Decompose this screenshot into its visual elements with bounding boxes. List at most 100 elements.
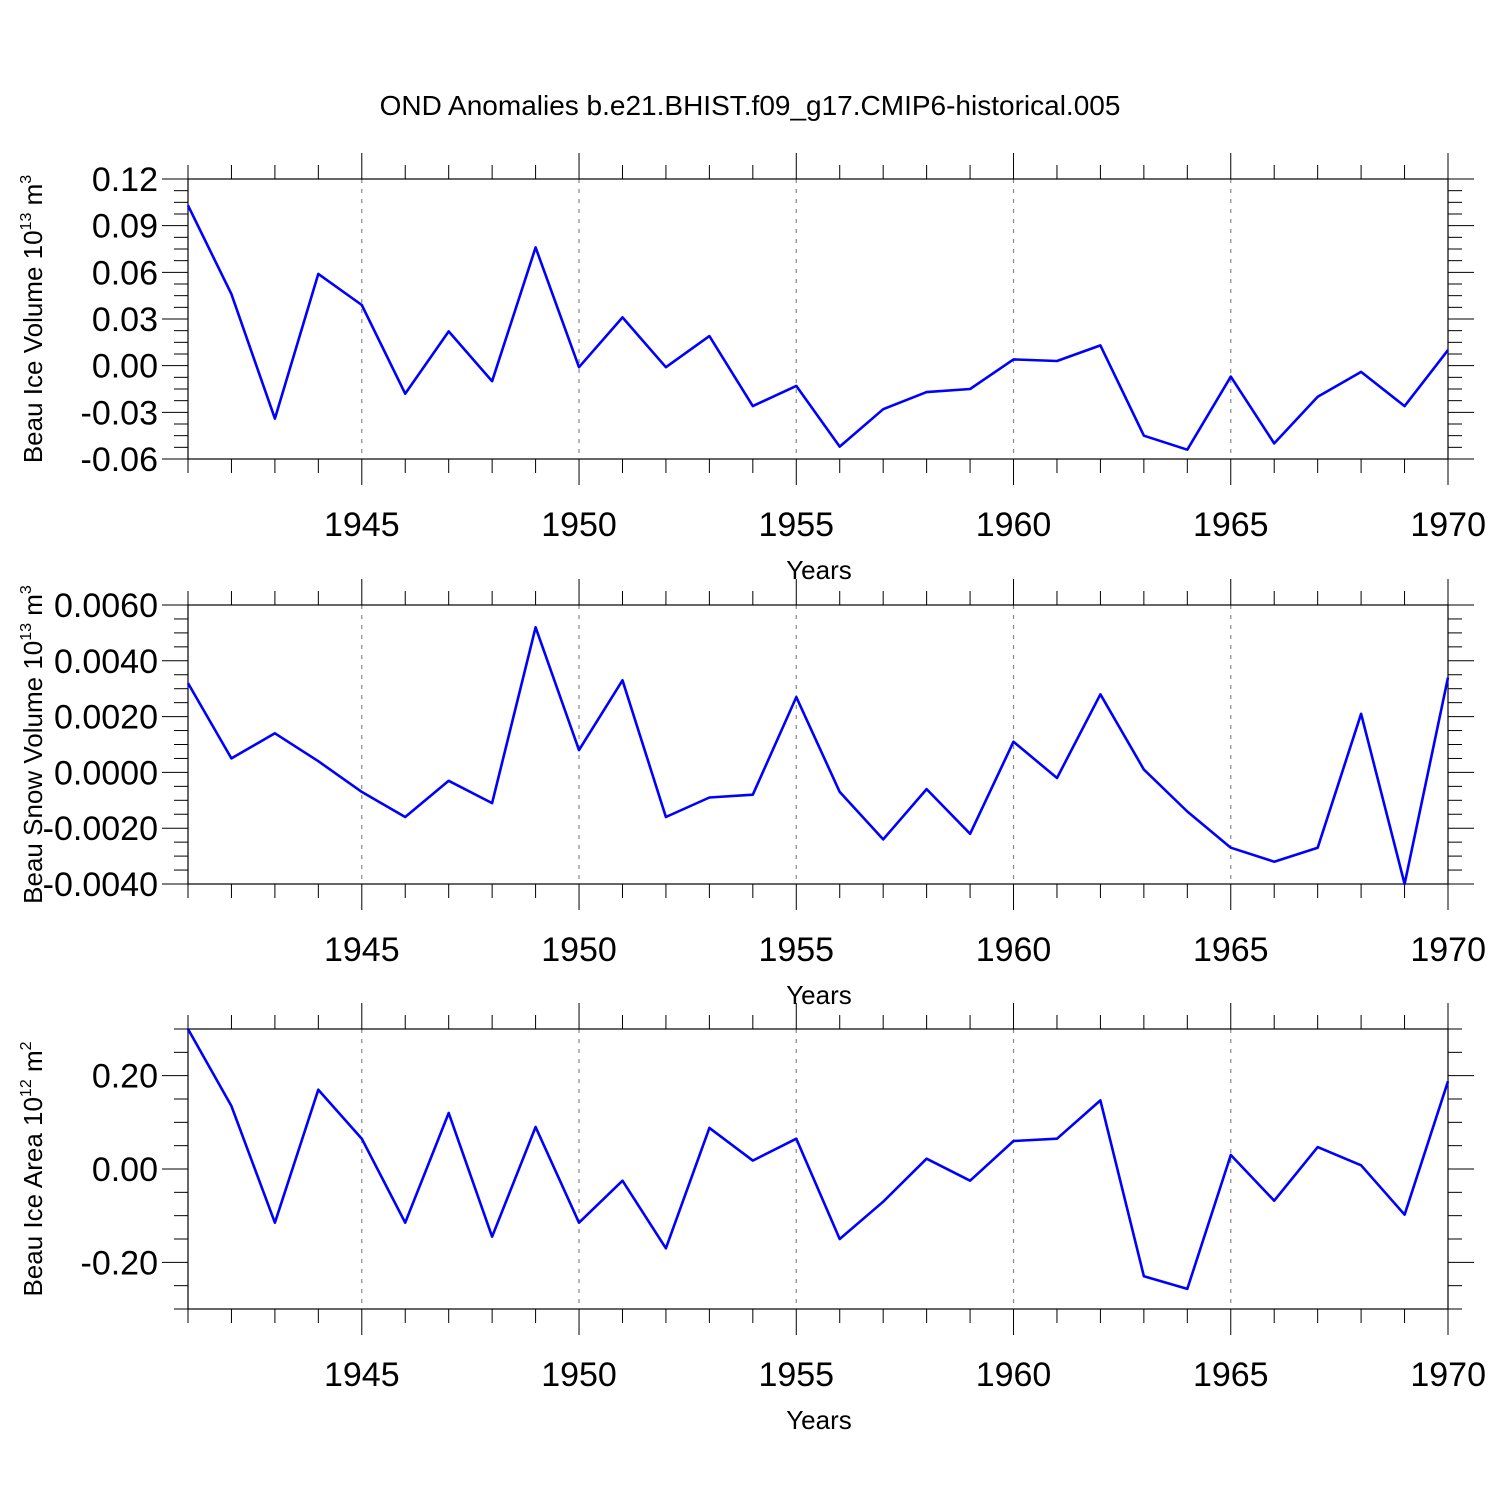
data-point	[620, 315, 624, 319]
data-point	[1185, 1287, 1189, 1291]
x-tick-label: 1970	[1410, 1356, 1486, 1394]
data-point	[1272, 1199, 1276, 1203]
data-point	[838, 1237, 842, 1241]
x-tick-label: 1955	[758, 506, 834, 544]
data-point	[1012, 1139, 1016, 1143]
data-point	[534, 1125, 538, 1129]
data-point	[1316, 846, 1320, 850]
data-point	[1446, 348, 1450, 352]
data-point	[229, 756, 233, 760]
x-tick-label: 1950	[541, 1356, 617, 1394]
y-tick-label: 0.0040	[54, 643, 158, 681]
data-point	[664, 365, 668, 369]
data-point	[1359, 370, 1363, 374]
data-point	[1098, 343, 1102, 347]
data-point	[968, 387, 972, 391]
data-point	[1446, 1079, 1450, 1083]
data-point	[316, 1088, 320, 1092]
data-point	[1359, 1163, 1363, 1167]
series-line-ice-volume	[186, 204, 1450, 452]
data-point	[968, 1179, 972, 1183]
data-point	[534, 245, 538, 249]
data-point	[316, 759, 320, 763]
data-point	[751, 404, 755, 408]
x-tick-label: 1945	[324, 506, 400, 544]
data-point	[1272, 441, 1276, 445]
y-axis-label: Beau Ice Volume 1013 m3	[18, 175, 48, 463]
y-tick-label: 0.06	[92, 254, 158, 292]
data-point	[794, 1137, 798, 1141]
data-point	[794, 384, 798, 388]
data-point	[1446, 676, 1450, 680]
y-tick-label: -0.20	[81, 1244, 159, 1282]
data-point	[925, 1157, 929, 1161]
data-point	[1316, 395, 1320, 399]
x-tick-label: 1950	[541, 506, 617, 544]
data-point	[664, 1246, 668, 1250]
data-point	[229, 292, 233, 296]
x-tick-label: 1970	[1410, 931, 1486, 969]
data-point	[751, 793, 755, 797]
data-point	[1272, 860, 1276, 864]
data-point	[838, 790, 842, 794]
y-tick-label: 0.0060	[54, 587, 158, 625]
data-point	[186, 681, 190, 685]
data-point	[1012, 740, 1016, 744]
data-point	[490, 801, 494, 805]
data-point	[1142, 1274, 1146, 1278]
data-point	[577, 748, 581, 752]
data-point	[1142, 768, 1146, 772]
data-point	[577, 1221, 581, 1225]
y-tick-label: 0.0000	[54, 754, 158, 792]
data-point	[620, 1179, 624, 1183]
data-point	[1316, 1145, 1320, 1149]
data-point	[1055, 776, 1059, 780]
data-point	[968, 832, 972, 836]
data-point	[1098, 1098, 1102, 1102]
data-point	[273, 1221, 277, 1225]
y-tick-label: 0.12	[92, 161, 158, 199]
x-tick-label: 1970	[1410, 506, 1486, 544]
data-point	[838, 445, 842, 449]
data-point	[1142, 434, 1146, 438]
data-point	[577, 365, 581, 369]
data-point	[881, 1200, 885, 1204]
x-tick-label: 1950	[541, 931, 617, 969]
data-point	[447, 1111, 451, 1115]
x-tick-label: 1955	[758, 1356, 834, 1394]
data-point	[447, 779, 451, 783]
data-point	[925, 390, 929, 394]
x-tick-label: 1960	[976, 506, 1052, 544]
y-axis-label: Beau Snow Volume 1013 m3	[18, 585, 48, 904]
series-line-ice-area	[186, 1028, 1450, 1291]
data-point	[751, 1159, 755, 1163]
data-point	[403, 1221, 407, 1225]
x-tick-label: 1945	[324, 931, 400, 969]
data-point	[1229, 375, 1233, 379]
x-tick-label: 1945	[324, 1356, 400, 1394]
data-point	[1403, 882, 1407, 886]
chart-panel-ice-area: 0.20 0.00 -0.20 1945 1950 1955 1960 1965 1970 Yea…	[18, 1003, 1486, 1435]
data-point	[881, 407, 885, 411]
data-point	[664, 815, 668, 819]
data-point	[707, 334, 711, 338]
data-point	[360, 1137, 364, 1141]
data-point	[534, 625, 538, 629]
data-point	[1229, 1153, 1233, 1157]
data-point	[1055, 359, 1059, 363]
data-point	[1403, 404, 1407, 408]
data-point	[186, 203, 190, 207]
chart-panel-snow-volume: 0.0060 0.0040 0.0020 0.0000 -0.0020 -0.0040 19…	[18, 579, 1486, 1010]
y-tick-label: 0.09	[92, 208, 158, 246]
x-tick-label: 1965	[1193, 506, 1269, 544]
data-point	[490, 1235, 494, 1239]
y-tick-label: 0.00	[92, 348, 158, 386]
data-point	[707, 796, 711, 800]
data-point	[403, 815, 407, 819]
y-axis-label: Beau Ice Area 1012 m2	[18, 1041, 48, 1296]
data-point	[1012, 357, 1016, 361]
data-point	[490, 379, 494, 383]
x-axis-label: Years	[786, 555, 852, 585]
data-point	[447, 329, 451, 333]
series-line-snow-volume	[186, 625, 1450, 886]
